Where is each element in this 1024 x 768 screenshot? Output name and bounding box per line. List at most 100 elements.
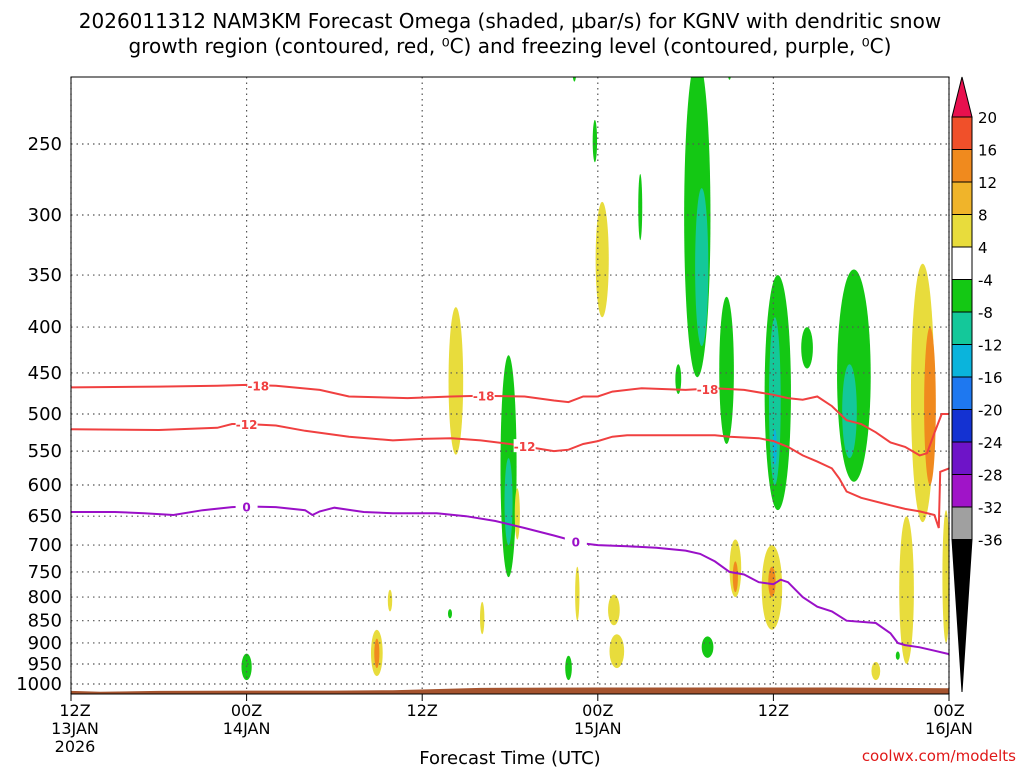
colorbar-label: 20 xyxy=(978,109,997,127)
colorbar-segment xyxy=(951,474,973,508)
colorbar-segment xyxy=(951,441,973,475)
omega-region xyxy=(514,488,520,540)
y-tick-label: 600 xyxy=(28,475,62,496)
contour-label: -18 xyxy=(247,380,269,394)
omega-region xyxy=(448,609,453,619)
y-tick-label: 350 xyxy=(28,265,62,286)
y-tick-label: 850 xyxy=(28,611,62,632)
omega-region xyxy=(374,638,380,669)
credit-text: coolwx.com/modelts xyxy=(862,747,1016,765)
x-tick-label: 12Z xyxy=(59,701,90,720)
omega-region xyxy=(768,566,776,598)
contour-label-bg xyxy=(564,534,587,548)
chart-title: 2026011312 NAM3KM Forecast Omega (shaded… xyxy=(79,9,941,58)
x-tick-label: 15JAN xyxy=(574,719,622,738)
omega-colorbar: 20 16 12 8 4 -4 -8 -12 -16 -20 -24 -28 -32 -36 xyxy=(951,76,1003,693)
colorbar-label: -36 xyxy=(978,532,1003,550)
x-tick-label: 00Z xyxy=(582,701,613,720)
x-tick-label: 16JAN xyxy=(925,719,973,738)
y-tick-label: 450 xyxy=(28,363,62,384)
colorbar-segment xyxy=(951,311,973,345)
contour-label-bg xyxy=(472,388,495,402)
omega-region xyxy=(695,188,709,347)
omega-region xyxy=(595,201,609,318)
colorbar-label: -24 xyxy=(978,434,1003,452)
contour-label-bg xyxy=(513,439,536,453)
x-tick-label: 14JAN xyxy=(223,719,271,738)
y-tick-label: 1000 xyxy=(16,674,62,695)
colorbar-label: -8 xyxy=(978,304,993,322)
colorbar-label: -16 xyxy=(978,369,1003,387)
colorbar-segment xyxy=(951,506,973,540)
omega-region xyxy=(942,510,949,643)
x-tick-label: 2026 xyxy=(55,737,96,756)
omega-region xyxy=(871,661,881,681)
y-tick-label: 550 xyxy=(28,441,62,462)
omega-region xyxy=(895,651,900,660)
contour-label: -12 xyxy=(514,440,536,454)
y-tick-label: 700 xyxy=(28,535,62,556)
omega-region xyxy=(565,655,572,681)
omega-region xyxy=(592,119,598,163)
colorbar-segment xyxy=(951,376,973,410)
contour-line--12 xyxy=(70,423,950,529)
contour-line--18 xyxy=(70,383,949,457)
colorbar-label: -28 xyxy=(978,467,1003,485)
x-tick-label: 13JAN xyxy=(51,719,99,738)
colorbar-segment xyxy=(951,409,973,443)
omega-region xyxy=(575,566,580,621)
pressure-axis: 2503003504004505005506006507007508008509… xyxy=(16,134,62,695)
omega-region xyxy=(719,296,734,444)
omega-region xyxy=(638,173,643,241)
omega-region xyxy=(480,601,485,635)
chart-title-line-1: 2026011312 NAM3KM Forecast Omega (shaded… xyxy=(79,9,941,33)
y-tick-label: 950 xyxy=(28,654,62,675)
colorbar-label: 8 xyxy=(978,207,988,225)
colorbar-label: 12 xyxy=(978,174,997,192)
y-tick-label: 500 xyxy=(28,404,62,425)
omega-region xyxy=(772,429,777,466)
omega-region xyxy=(899,516,914,665)
colorbar-cap-top xyxy=(951,76,973,118)
omega-region xyxy=(572,77,576,82)
plot-frame xyxy=(70,76,950,695)
colorbar-segment xyxy=(951,344,973,378)
colorbar-label: -32 xyxy=(978,499,1003,517)
y-tick-label: 900 xyxy=(28,633,62,654)
y-tick-label: 750 xyxy=(28,562,62,583)
omega-region xyxy=(675,364,682,395)
colorbar-label: -12 xyxy=(978,337,1003,355)
omega-region xyxy=(801,327,813,369)
x-tick-label: 12Z xyxy=(407,701,438,720)
colorbar-label: -20 xyxy=(978,402,1003,420)
omega-region xyxy=(608,594,620,626)
contour-label: -18 xyxy=(473,390,495,404)
omega-region xyxy=(504,458,513,546)
colorbar-segment xyxy=(951,279,973,313)
contour-label: -12 xyxy=(236,418,258,432)
omega-region xyxy=(701,636,714,658)
x-tick-label: 00Z xyxy=(933,701,964,720)
colorbar-segment xyxy=(951,149,973,183)
colorbar-label: 4 xyxy=(978,239,988,257)
terrain-ground xyxy=(71,687,949,694)
temperature-contours: -18 -18 -18 -12 -12 0 0 xyxy=(70,378,950,656)
x-axis-label: Forecast Time (UTC) xyxy=(419,748,600,768)
omega-region xyxy=(609,634,625,669)
y-tick-label: 300 xyxy=(28,205,62,226)
omega-region xyxy=(387,589,393,612)
y-tick-label: 650 xyxy=(28,506,62,527)
contour-label: -18 xyxy=(697,383,719,397)
omega-region xyxy=(728,77,731,80)
y-tick-label: 400 xyxy=(28,317,62,338)
contour-label-bg xyxy=(247,378,270,392)
colorbar-segment xyxy=(951,181,973,215)
colorbar-cap-bottom xyxy=(951,539,973,693)
omega-shading-layer xyxy=(241,77,949,681)
contour-label: 0 xyxy=(572,536,580,550)
y-tick-label: 250 xyxy=(28,134,62,155)
omega-region xyxy=(448,307,464,455)
omega-region xyxy=(732,561,738,593)
contour-label-bg xyxy=(696,382,719,396)
